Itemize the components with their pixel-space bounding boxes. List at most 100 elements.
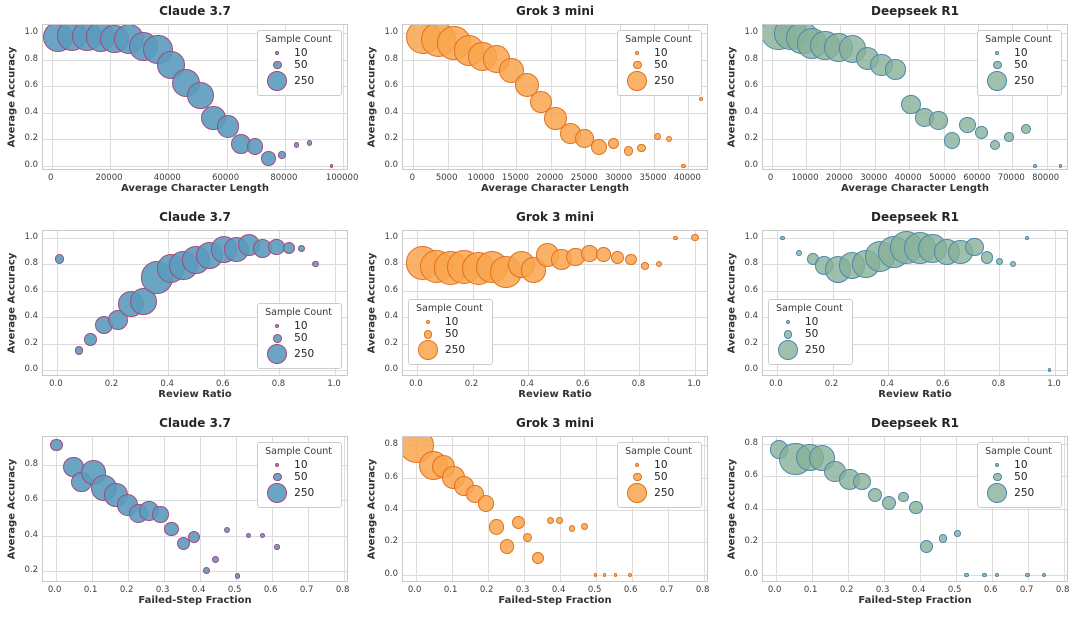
- y-tick-label: 0.8: [24, 53, 38, 64]
- data-point: [989, 139, 1001, 151]
- x-axis-label: Review Ratio: [158, 389, 232, 400]
- y-tick-label: 0.0: [744, 364, 758, 375]
- data-point: [329, 163, 334, 168]
- x-tick-label: 0: [409, 173, 416, 183]
- x-tick-label: 0: [48, 173, 54, 183]
- gridline: [840, 25, 842, 169]
- legend-item-label: 10: [294, 320, 308, 333]
- data-point: [982, 572, 987, 577]
- y-tick-label: 0.6: [744, 284, 758, 295]
- y-tick-label: 0.4: [384, 504, 398, 514]
- legend-item-label: 250: [805, 344, 826, 357]
- legend-item: 50: [776, 328, 843, 340]
- data-point: [259, 532, 266, 539]
- y-tick-label: 1.0: [744, 231, 758, 242]
- x-tick-label: 0.8: [695, 585, 710, 595]
- gridline: [43, 59, 347, 61]
- legend-size-dot: [778, 340, 798, 360]
- y-tick-label: 0.0: [384, 364, 398, 375]
- plot-area: Sample Count 10 50 250: [402, 230, 708, 376]
- legend: Sample Count 10 50 250: [408, 299, 493, 365]
- legend-dot-wrap: [985, 60, 1009, 70]
- legend-size-dot: [627, 71, 648, 91]
- legend-item-label: 10: [1014, 459, 1028, 471]
- legend-size-dot: [267, 344, 288, 364]
- gridline: [403, 59, 707, 61]
- y-tick-label: 0.0: [384, 159, 398, 170]
- data-point: [627, 572, 632, 577]
- legend-item-label: 10: [654, 47, 668, 59]
- x-tick-label: 0.6: [576, 379, 590, 389]
- x-tick-label: 0.8: [991, 379, 1006, 389]
- legend-item: 250: [265, 71, 332, 91]
- gridline: [403, 317, 707, 319]
- gridline: [528, 231, 530, 375]
- legend-item-label: 10: [1014, 47, 1028, 59]
- data-point: [673, 235, 678, 240]
- data-point: [477, 495, 495, 512]
- plot-title: Deepseek R1: [871, 210, 959, 224]
- legend-item: 10: [985, 47, 1052, 59]
- legend-item-label: 10: [805, 316, 819, 329]
- legend-item: 50: [265, 59, 332, 71]
- gridline: [271, 437, 273, 581]
- legend-title: Sample Count: [776, 303, 843, 315]
- gridline: [307, 437, 309, 581]
- x-tick-label: 0.0: [47, 585, 62, 595]
- gridline: [883, 437, 885, 581]
- legend-title: Sample Count: [985, 34, 1052, 45]
- gridline: [447, 25, 449, 169]
- gridline: [55, 437, 57, 581]
- gridline: [43, 165, 347, 167]
- data-point: [593, 572, 598, 577]
- gridline: [639, 231, 641, 375]
- data-point: [1020, 123, 1032, 135]
- x-tick-label: 0.6: [216, 379, 230, 389]
- y-tick-label: 0.6: [24, 284, 38, 295]
- legend-item-label: 50: [294, 471, 308, 483]
- legend-item-label: 50: [805, 328, 819, 341]
- x-axis-label: Failed-Step Fraction: [498, 595, 612, 606]
- data-point: [532, 551, 544, 564]
- x-tick-label: 0.6: [623, 585, 638, 595]
- data-point: [641, 262, 649, 270]
- plot-title: Deepseek R1: [871, 4, 959, 18]
- x-tick-label: 0.5: [587, 585, 602, 595]
- legend-item: 50: [985, 471, 1052, 483]
- y-tick-label: 0.8: [744, 53, 758, 64]
- data-point: [1032, 163, 1037, 168]
- y-tick-label: 0.8: [744, 258, 758, 269]
- data-point: [176, 536, 190, 550]
- data-point: [637, 143, 646, 152]
- y-tick-label: 0.6: [384, 80, 398, 91]
- data-point: [261, 151, 277, 166]
- data-point: [245, 532, 251, 539]
- gridline: [168, 231, 170, 375]
- legend-dot-wrap: [625, 463, 649, 467]
- legend: Sample Count 10 50 250: [257, 442, 342, 508]
- legend-dot-wrap: [776, 340, 800, 360]
- legend-dot-wrap: [265, 472, 289, 482]
- x-axis-label: Review Ratio: [518, 389, 592, 400]
- x-axis-label: Review Ratio: [878, 389, 952, 400]
- legend-item: 10: [265, 459, 332, 471]
- data-point: [234, 573, 241, 579]
- data-point: [546, 516, 555, 525]
- legend-item: 250: [416, 340, 483, 360]
- x-axis-label: Average Character Length: [841, 183, 989, 194]
- legend-item: 10: [265, 47, 332, 59]
- y-tick-label: 0.8: [24, 459, 38, 470]
- x-tick-label: 0.4: [880, 379, 894, 389]
- data-point: [943, 132, 961, 149]
- data-point: [853, 472, 871, 491]
- y-tick-label: 0.0: [24, 364, 38, 375]
- gridline: [43, 500, 347, 502]
- gridline: [763, 574, 1067, 576]
- gridline: [43, 465, 347, 467]
- gridline: [482, 25, 484, 169]
- data-point: [613, 572, 618, 577]
- data-point: [929, 111, 948, 130]
- data-point: [246, 138, 264, 155]
- legend-item: 50: [416, 328, 483, 340]
- x-axis-label: Average Character Length: [121, 183, 269, 194]
